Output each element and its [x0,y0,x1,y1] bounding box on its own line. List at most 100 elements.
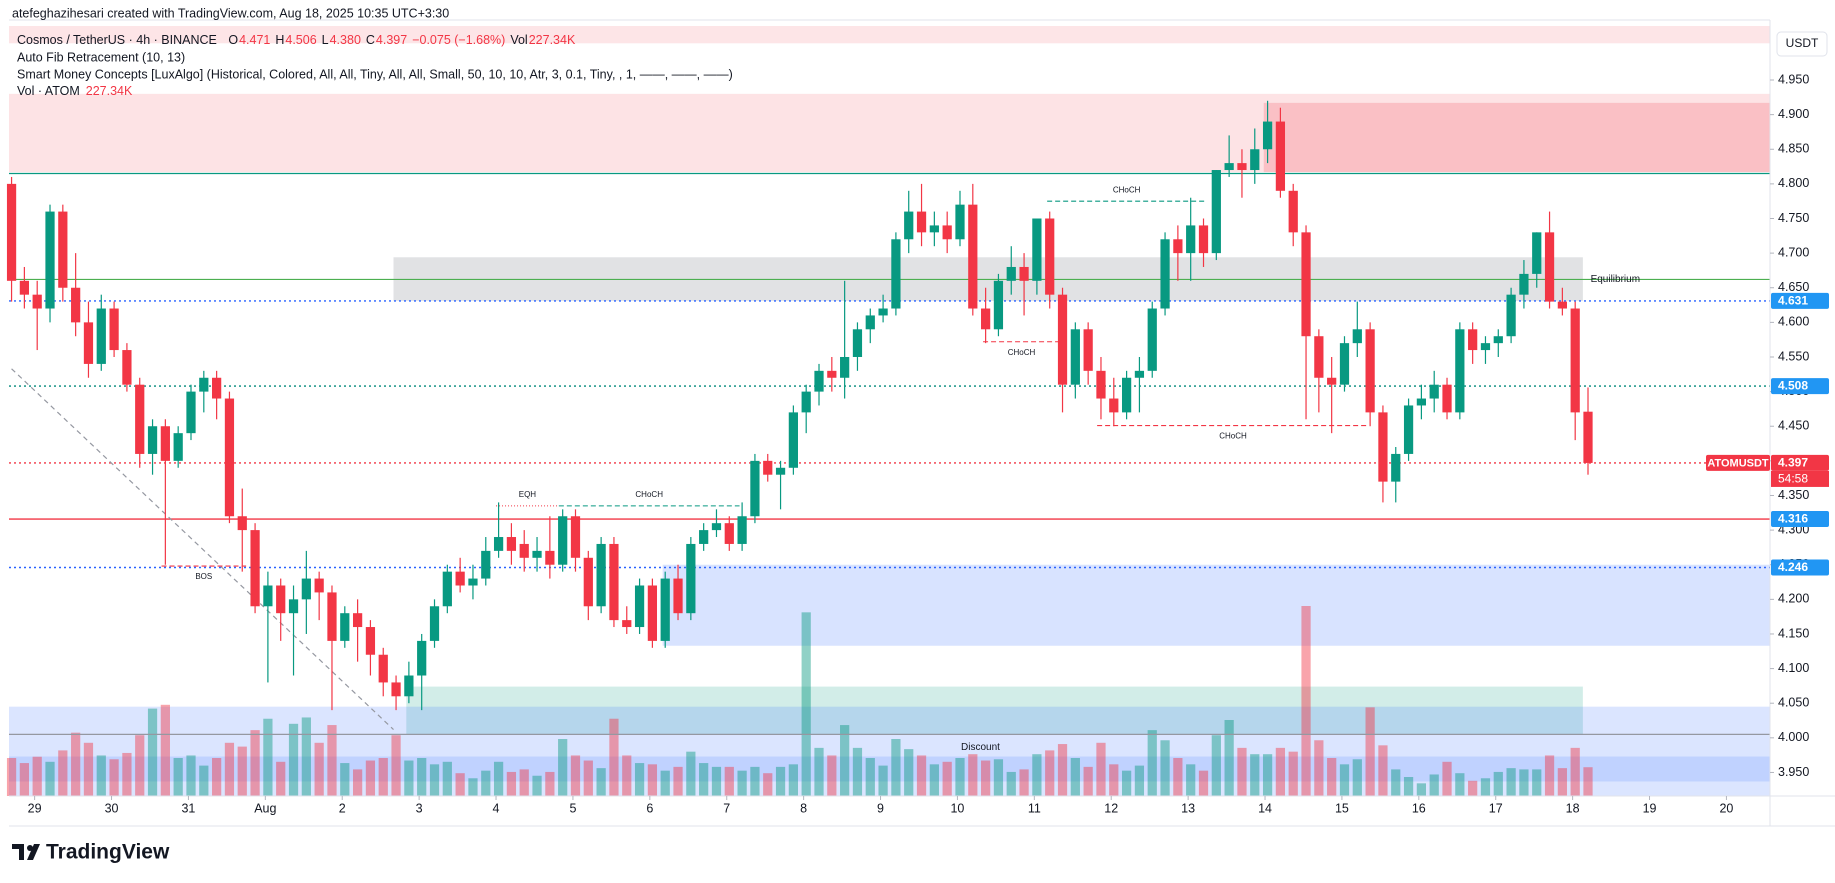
volume-bar [993,759,1004,796]
volume-bar [1045,750,1055,796]
volume-bar [929,764,939,796]
price-tag [1771,454,1829,471]
price-tag-label: 4.246 [1778,560,1808,574]
volume-bar [45,761,55,796]
candle-body [71,287,81,323]
candle-body [1493,336,1503,344]
symbol-tag-box [1706,454,1770,471]
ohlc-key: H [275,33,284,47]
volume-bar [545,771,555,796]
volume-bar [1006,771,1016,796]
volume-bar [596,768,606,796]
candle-body [1006,266,1016,281]
x-tick-label: 13 [1181,801,1195,815]
volume-bar [634,763,645,796]
candle-body [404,675,414,697]
ohlc-key: L [322,33,329,47]
volume-bar [1224,720,1234,796]
volume-bar [827,755,837,796]
volume-bar [378,758,388,796]
x-tick-label: 11 [1028,801,1041,815]
x-tick-label: 7 [723,801,730,815]
zone-label: Equilibrium [1591,274,1640,285]
volume-bar [1288,751,1298,796]
volume-bar [1327,758,1337,796]
candle-body [429,606,440,641]
volume-bar [840,725,850,796]
y-tick-label: 4.000 [1778,730,1809,744]
candle-body [827,370,837,378]
candle-body [942,225,952,240]
structure-label: CHoCH [1008,348,1036,357]
zone [9,26,1770,44]
structure-label: CHoCH [635,490,663,499]
zone [406,686,1583,735]
volume-bar [1557,768,1567,796]
volume-bar [71,732,81,796]
candle-body [1442,384,1452,413]
volume-bar [1147,730,1157,796]
volume-bar [891,739,901,796]
price-tag-label: 4.316 [1778,512,1808,526]
volume-bar [1403,777,1414,796]
candle-body [775,467,786,475]
candle-body [455,571,465,586]
volume-bar [801,612,811,796]
ohlc-value: 4.471 [239,33,270,47]
candle-body [1288,190,1298,233]
volume-bar [404,760,414,796]
volume-bar [455,773,465,796]
volume-bar [814,747,824,796]
price-tag-label: 4.397 [1778,456,1808,470]
candle-body [968,204,978,309]
volume-bar [1211,735,1221,796]
x-tick-label: 12 [1104,801,1118,815]
x-tick-label: 3 [416,801,423,815]
volume-bar [519,769,529,796]
candle-body [916,211,927,233]
volume-bar [955,758,965,796]
volume-bar [1339,764,1350,796]
candle-body [814,370,824,392]
candle-body [865,315,875,330]
candle-body [686,543,696,614]
candle-body [1032,218,1042,281]
x-tick-label: 30 [105,801,119,815]
candle-body [96,308,106,364]
volume-bar [1083,766,1093,796]
structure-label: EQH [519,490,537,499]
candle-body [1057,294,1068,385]
volume-bar [1468,780,1478,796]
structure-label: BOS [195,572,212,581]
legend-line: Cosmos / TetherUS · 4h · BINANCE O4.471 H… [17,33,576,47]
volume-bar [1237,747,1247,796]
volume-bar [32,756,42,796]
volume-bar [1480,778,1491,796]
y-tick-label: 4.700 [1778,245,1809,259]
candle-body [570,516,581,558]
volume-bar [1032,754,1042,796]
candle-body [314,578,324,593]
volume-bar [865,758,875,796]
volume-bar [673,766,683,796]
volume-bar [1352,759,1362,796]
volume-bar [250,730,260,796]
candle-body [1378,412,1388,482]
volume-bar [699,763,709,796]
price-tag [1771,378,1829,395]
candle-body [711,523,722,531]
volume-bar [1121,770,1132,796]
countdown: 54:58 [1778,472,1808,486]
volume-bar [6,758,17,796]
candle-body [19,280,29,295]
volume-bar [173,758,183,796]
candle-body [109,308,119,351]
volume-bar [481,770,491,796]
candle-body [481,550,491,579]
candle-body [1480,343,1491,351]
fib-trendline [11,368,394,730]
candle-body [1147,308,1157,371]
volume-bar [1378,745,1388,796]
volume-bar [160,704,170,796]
